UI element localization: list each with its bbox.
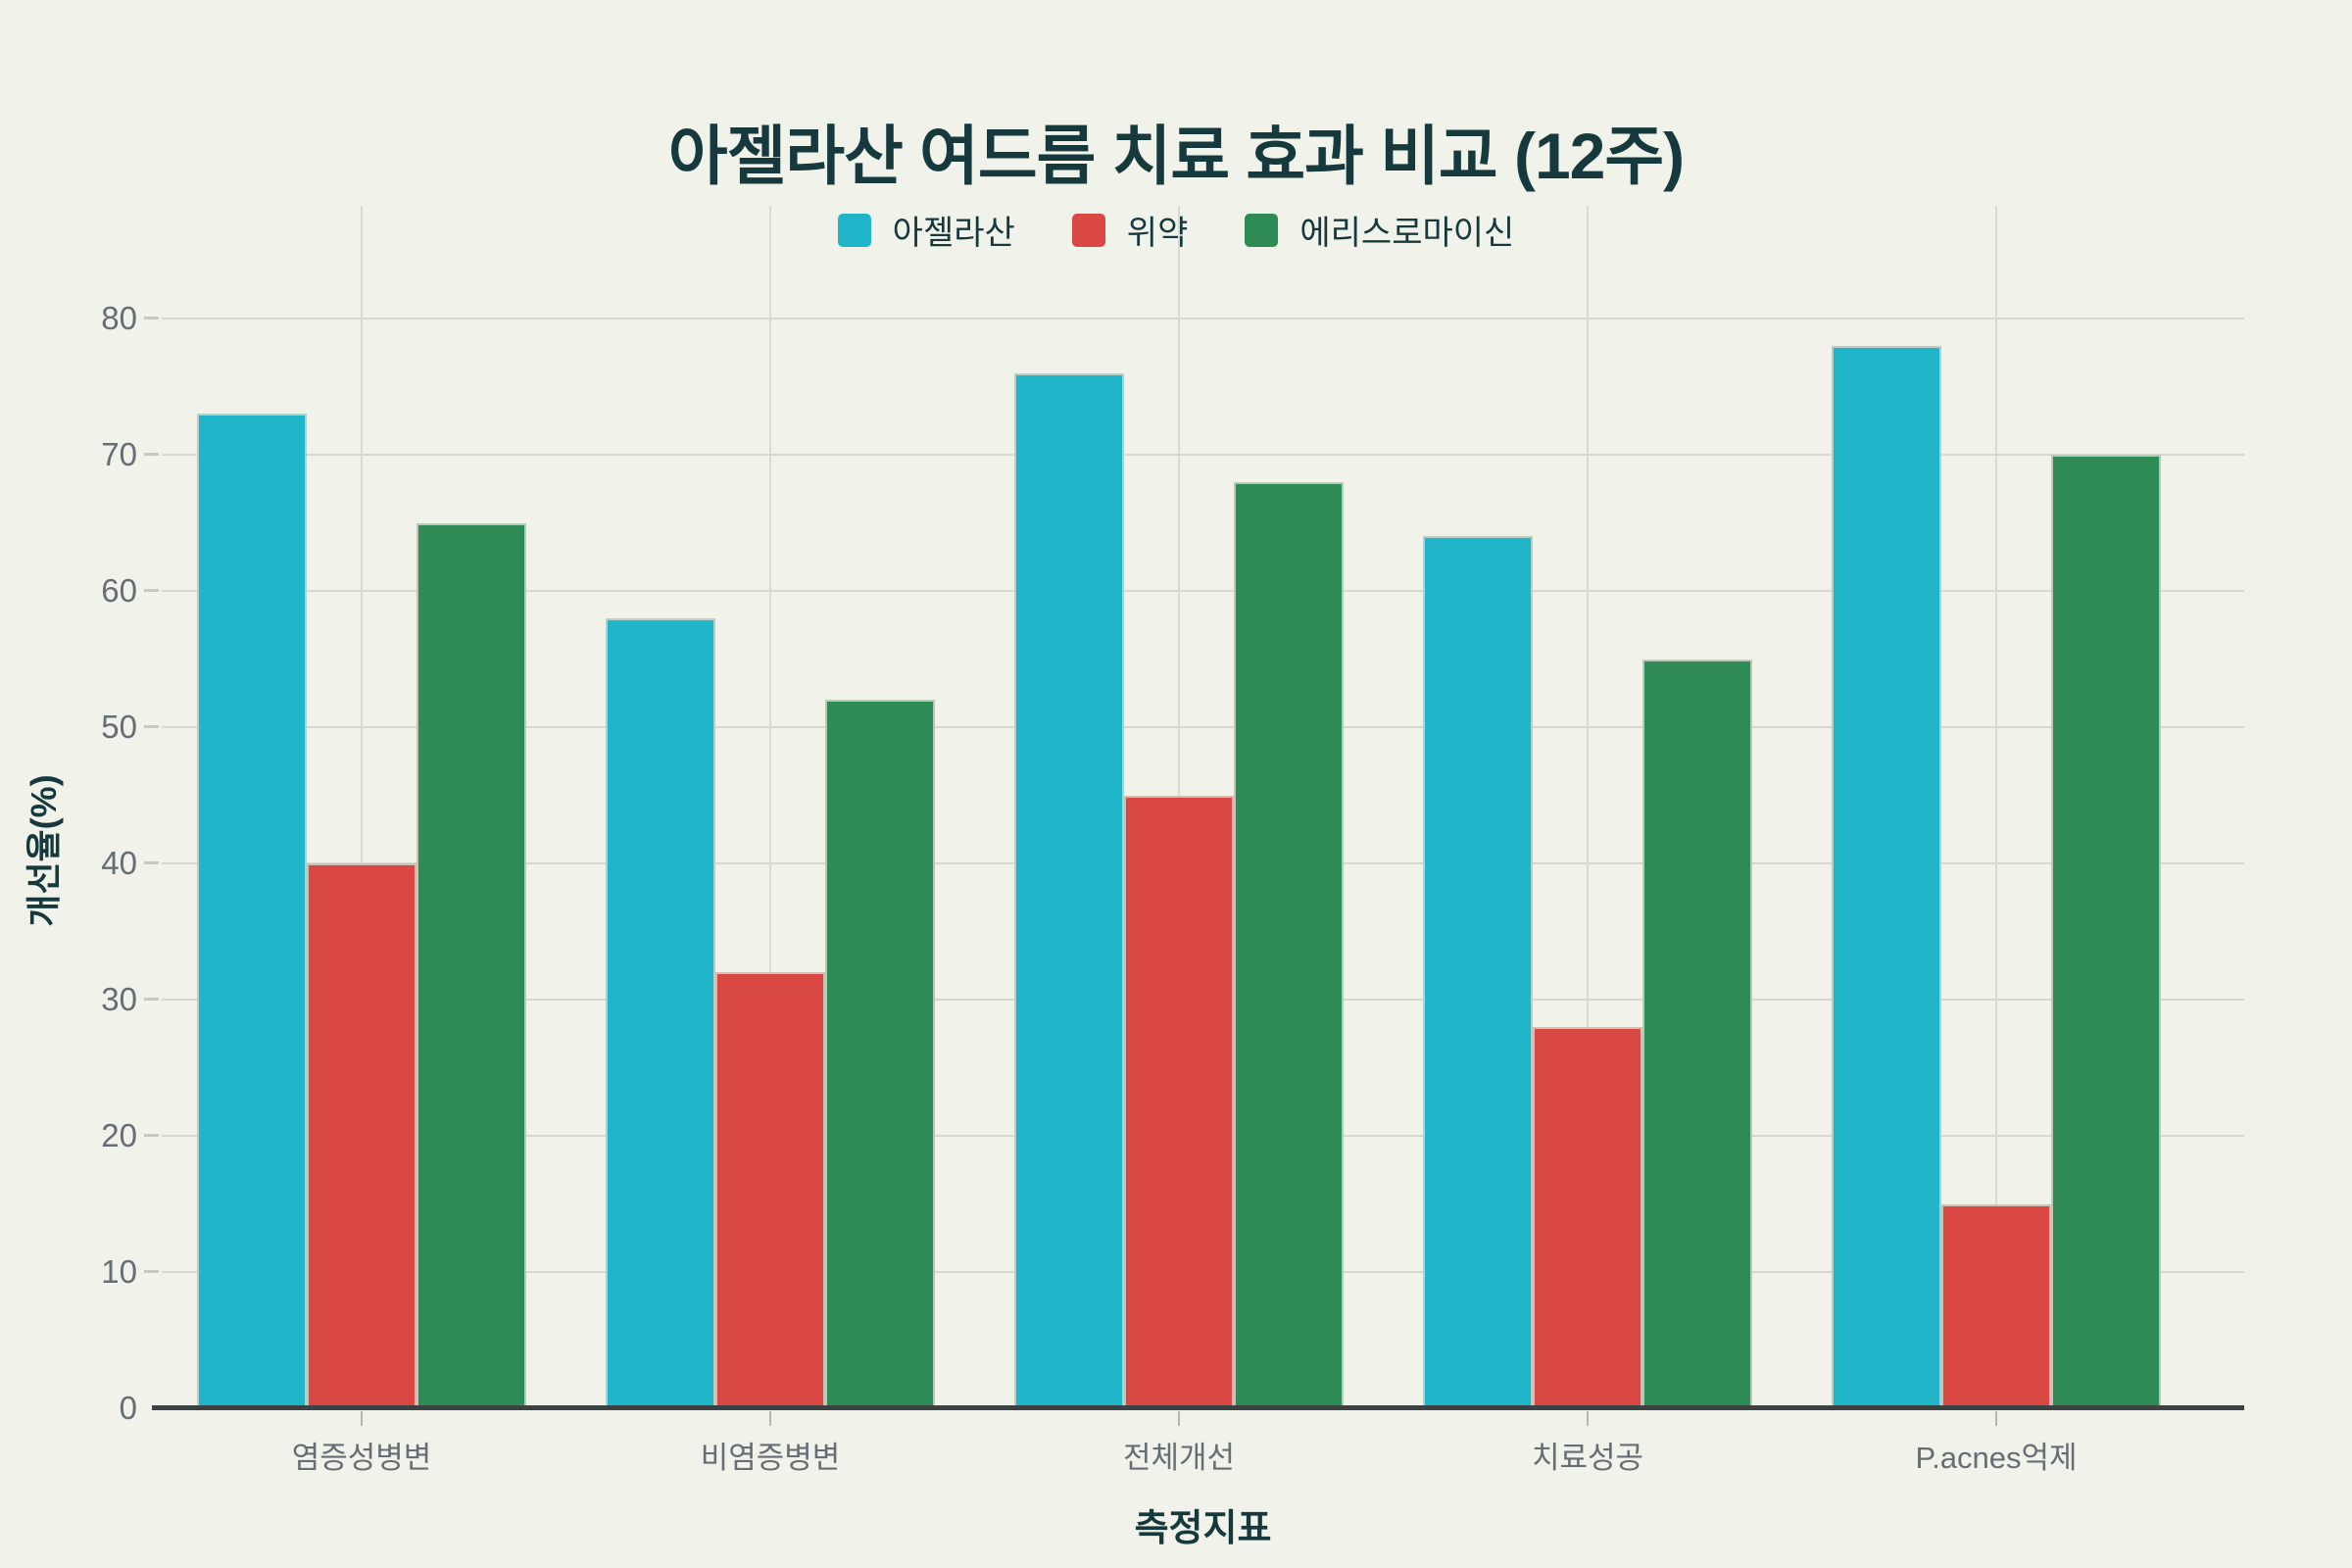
h-gridline	[162, 454, 2244, 456]
bar	[606, 617, 715, 1408]
bar	[1124, 795, 1234, 1408]
legend-label: 아젤라산	[892, 215, 1015, 252]
bar	[1234, 481, 1344, 1408]
h-gridline	[162, 726, 2244, 728]
bar	[1014, 372, 1124, 1408]
legend-item: 위약	[1071, 206, 1189, 254]
y-tick-label: 20	[101, 1117, 137, 1153]
y-tick-mark	[144, 1270, 159, 1273]
legend-item: 에리스로마이신	[1245, 206, 1514, 254]
legend-label: 위약	[1126, 215, 1189, 252]
y-tick-label: 50	[101, 709, 137, 745]
v-gridline	[1995, 206, 1997, 1408]
y-tick-label: 30	[101, 981, 137, 1017]
x-tick-mark	[1995, 1411, 1997, 1426]
legend-swatch	[837, 213, 871, 247]
y-tick-mark	[144, 453, 159, 456]
y-tick-mark	[144, 725, 159, 728]
y-tick-label: 40	[101, 845, 137, 881]
legend-label: 에리스로마이신	[1299, 215, 1515, 252]
bar	[1423, 536, 1533, 1408]
v-gridline	[361, 206, 363, 1408]
bar	[2051, 455, 2161, 1408]
y-tick-label: 60	[101, 572, 137, 609]
x-tick-mark	[361, 1411, 363, 1426]
h-gridline	[162, 318, 2244, 319]
bar-group	[1423, 536, 1752, 1408]
legend-item: 아젤라산	[837, 206, 1015, 254]
x-category-label: 치료성공	[1531, 1441, 1644, 1475]
bar	[197, 414, 307, 1408]
y-tick-label: 0	[119, 1390, 137, 1426]
x-category-label: 염증성병변	[291, 1441, 432, 1475]
bar	[1832, 345, 1941, 1408]
y-tick-mark	[144, 1134, 159, 1137]
x-axis-line	[152, 1405, 2244, 1410]
y-tick-label: 70	[101, 436, 137, 472]
v-gridline	[1587, 206, 1589, 1408]
legend-swatch	[1245, 213, 1279, 247]
bar	[1941, 1203, 2051, 1408]
bar	[825, 700, 935, 1408]
x-category-label: P.acnes억제	[1915, 1441, 2078, 1475]
bar	[1642, 659, 1752, 1408]
legend-swatch	[1071, 213, 1105, 247]
bar-group	[1832, 345, 2161, 1408]
y-tick-label: 80	[101, 300, 137, 336]
bar	[307, 863, 416, 1408]
bar-group	[1014, 372, 1344, 1408]
x-tick-mark	[1587, 1411, 1589, 1426]
y-tick-mark	[144, 589, 159, 592]
x-category-label: 비염증병변	[700, 1441, 841, 1475]
x-tick-mark	[1178, 1411, 1180, 1426]
chart-title: 아젤라산 여드름 치료 효과 비교 (12주)	[667, 120, 1685, 192]
y-tick-mark	[144, 861, 159, 864]
y-tick-mark	[144, 317, 159, 319]
legend: 아젤라산 위약 에리스로마이신	[0, 206, 2352, 254]
y-tick-label: 10	[101, 1253, 137, 1290]
x-tick-mark	[769, 1411, 771, 1426]
bar	[416, 522, 526, 1408]
bar-group	[606, 617, 935, 1408]
x-axis-title: 측정지표	[1134, 1508, 1272, 1549]
bar	[1533, 1026, 1642, 1408]
y-tick-mark	[144, 998, 159, 1001]
x-category-label: 전체개선	[1122, 1441, 1236, 1475]
v-gridline	[769, 206, 771, 1408]
h-gridline	[162, 590, 2244, 592]
plot-area	[144, 206, 2244, 1410]
bar	[715, 972, 825, 1408]
bar-group	[197, 414, 526, 1408]
